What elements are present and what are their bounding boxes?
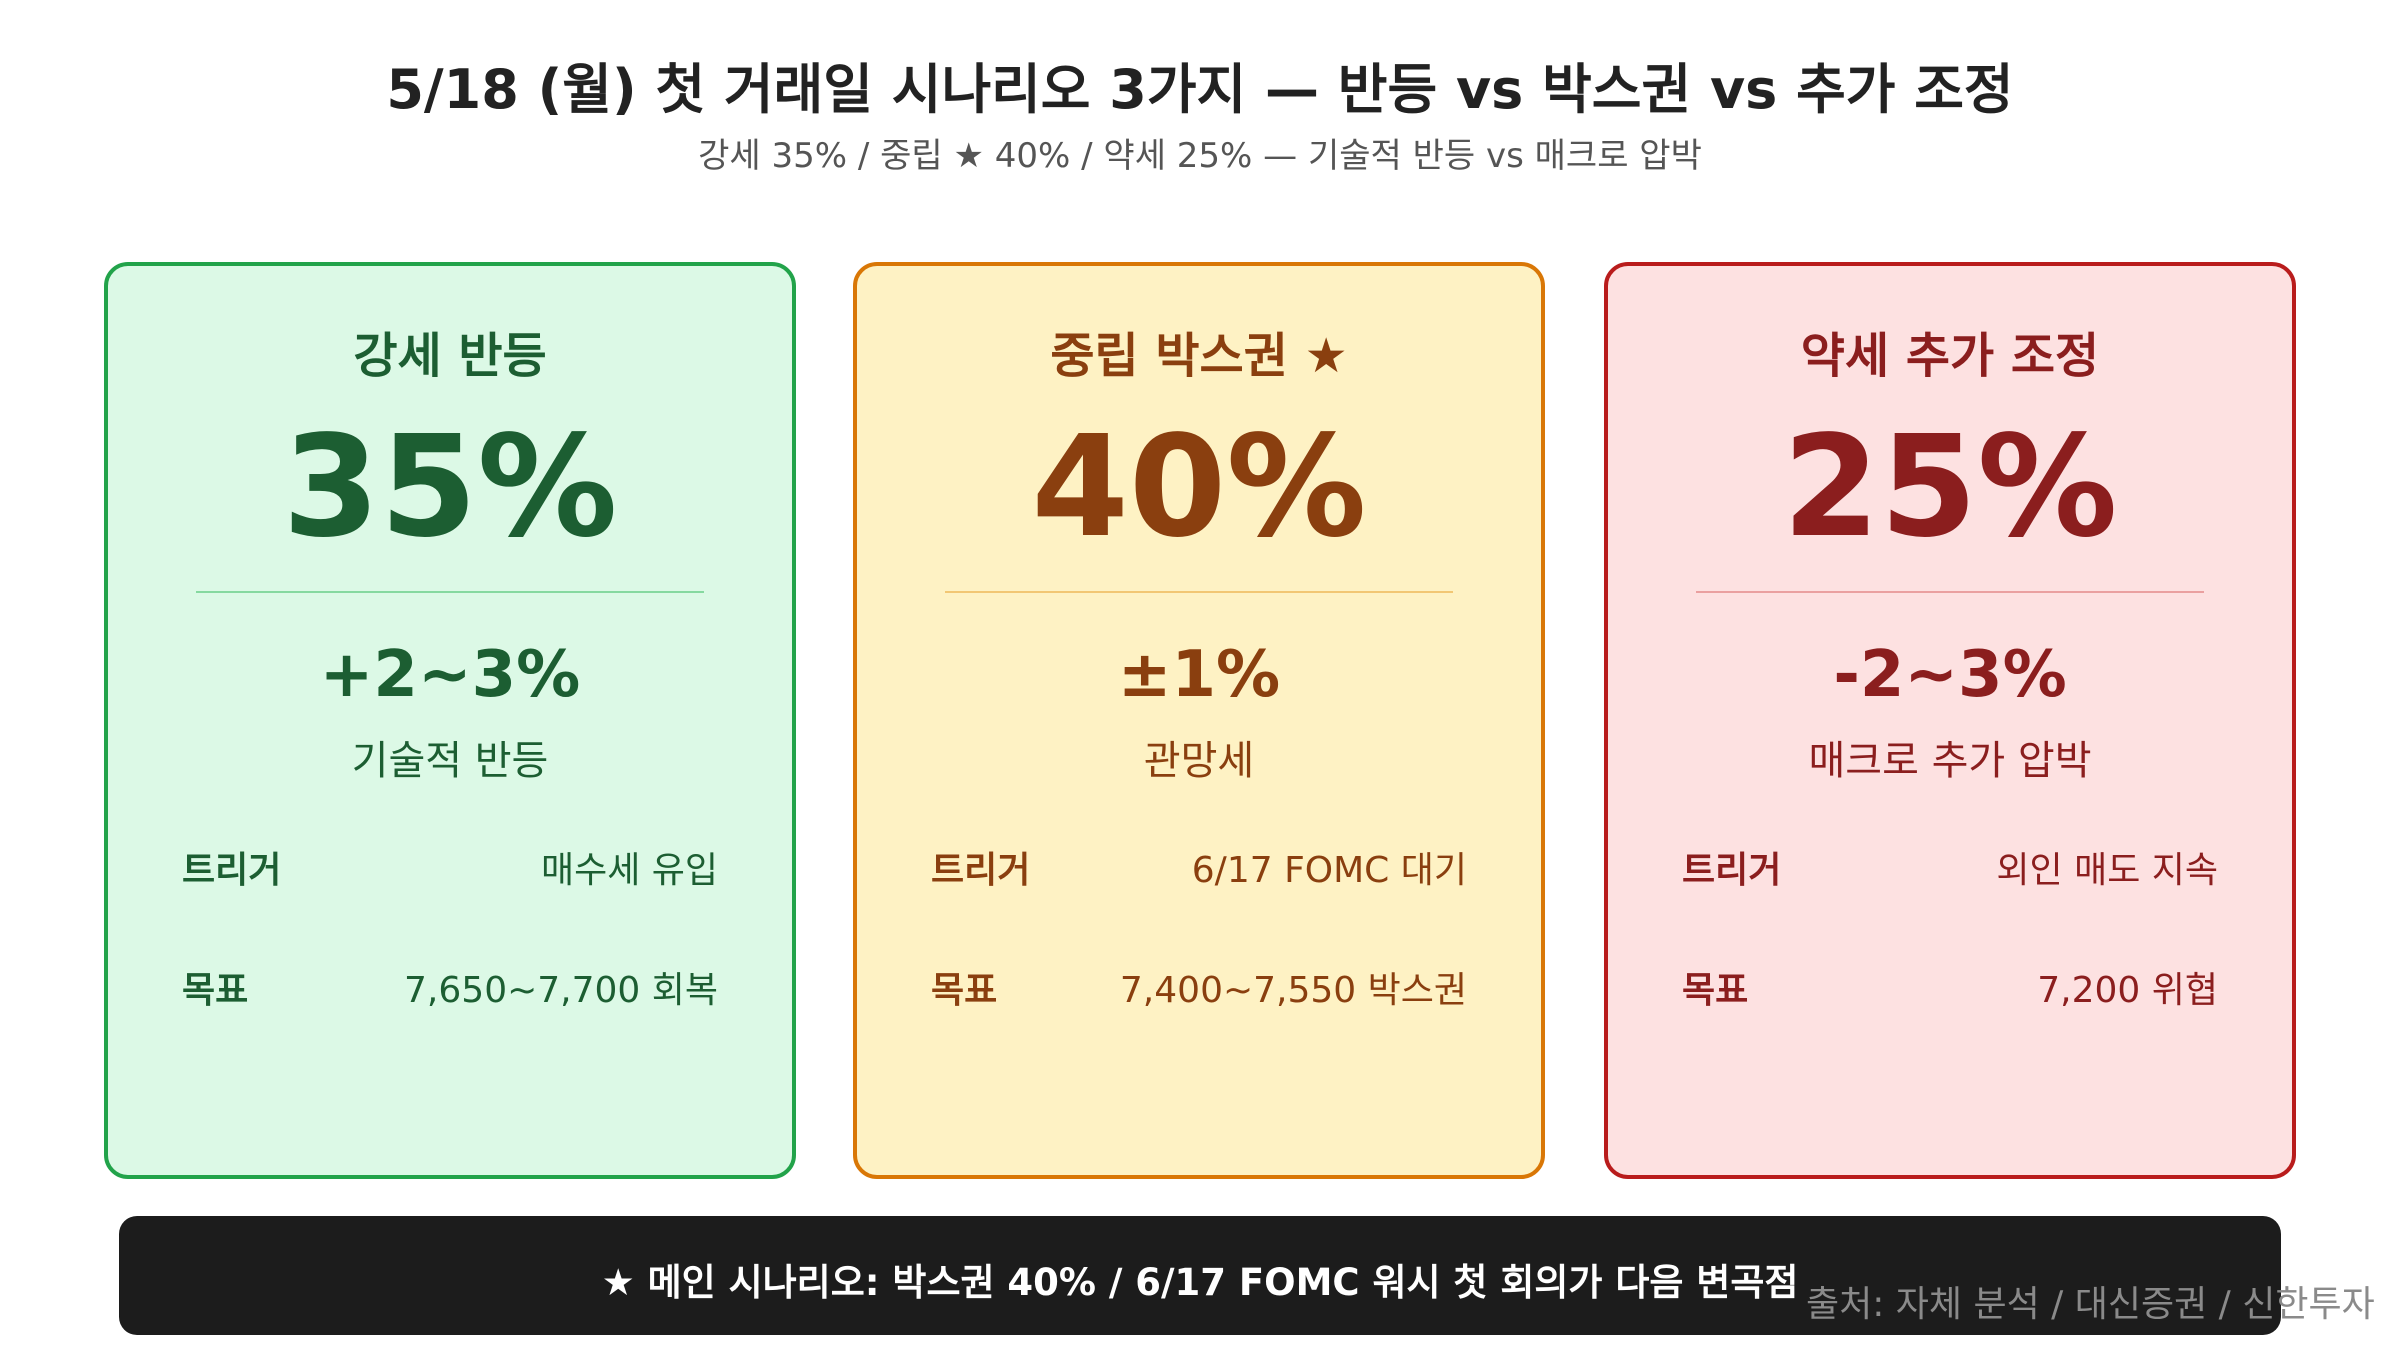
- row-label: 트리거: [931, 850, 1031, 891]
- row-value: 7,200 위협: [2037, 970, 2218, 1011]
- row-value: 외인 매도 지속: [1996, 850, 2218, 891]
- row-value: 매수세 유입: [540, 850, 718, 891]
- info-row: 트리거 외인 매도 지속: [1682, 841, 2218, 893]
- banner: ★ 메인 시나리오: 박스권 40% / 6/17 FOMC 워시 첫 회의가 …: [119, 1216, 2281, 1335]
- description: 관망세: [1143, 738, 1255, 784]
- source: 출처: 자체 분석 / 대신증권 / 신한투자: [1806, 1284, 2375, 1325]
- row-label: 목표: [931, 970, 998, 1011]
- change: +2~3%: [319, 638, 581, 712]
- info-row: 트리거 6/17 FOMC 대기: [931, 841, 1467, 893]
- probability: 25%: [1782, 406, 2118, 569]
- row-label: 트리거: [1682, 850, 1782, 891]
- divider: [196, 591, 704, 593]
- info-row: 트리거 매수세 유입: [182, 841, 718, 893]
- row-value: 6/17 FOMC 대기: [1191, 850, 1467, 891]
- change: -2~3%: [1833, 638, 2067, 712]
- banner-text: ★ 메인 시나리오: 박스권 40% / 6/17 FOMC 워시 첫 회의가 …: [601, 1261, 1799, 1304]
- card-title: 중립 박스권 ★: [1050, 328, 1348, 384]
- description: 매크로 추가 압박: [1808, 738, 2092, 784]
- card-title: 약세 추가 조정: [1800, 328, 2100, 384]
- title: 5/18 (월) 첫 거래일 시나리오 3가지 — 반등 vs 박스권 vs 추…: [386, 58, 2014, 121]
- description: 기술적 반등: [351, 738, 549, 784]
- probability: 35%: [282, 406, 618, 569]
- change: ±1%: [1117, 638, 1281, 712]
- probability: 40%: [1031, 406, 1367, 569]
- info-row: 목표 7,200 위협: [1682, 961, 2218, 1013]
- subtitle: 강세 35% / 중립 ★ 40% / 약세 25% — 기술적 반등 vs 매…: [698, 136, 1702, 176]
- row-label: 목표: [182, 970, 249, 1011]
- info-row: 목표 7,650~7,700 회복: [182, 961, 718, 1013]
- row-value: 7,650~7,700 회복: [404, 970, 718, 1011]
- divider: [1696, 591, 2204, 593]
- row-label: 목표: [1682, 970, 1749, 1011]
- row-label: 트리거: [182, 850, 282, 891]
- card-title: 강세 반등: [353, 328, 547, 384]
- row-value: 7,400~7,550 박스권: [1119, 970, 1467, 1011]
- info-row: 목표 7,400~7,550 박스권: [931, 961, 1467, 1013]
- divider: [945, 591, 1453, 593]
